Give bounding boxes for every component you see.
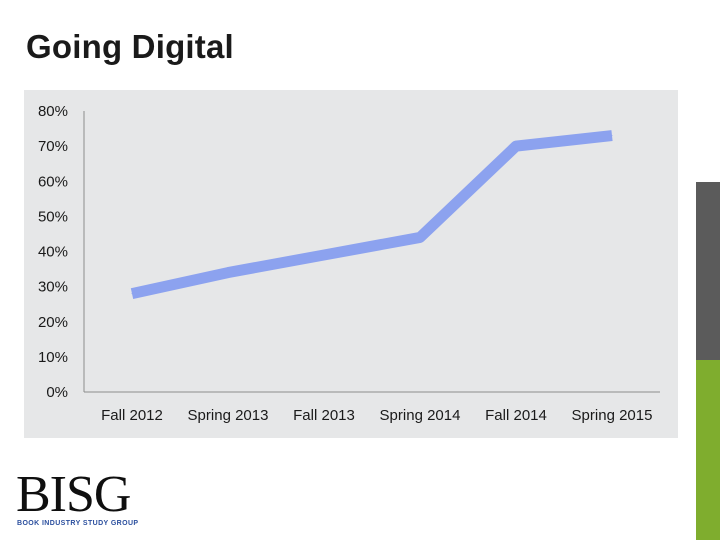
y-tick-label: 60% — [38, 173, 68, 190]
x-axis-ticks: Fall 2012 Spring 2013 Fall 2013 Spring 2014… — [101, 407, 652, 424]
x-tick-label: Spring 2015 — [572, 407, 653, 424]
data-point — [131, 293, 133, 295]
x-tick-label: Fall 2014 — [485, 407, 547, 424]
line-chart: 0% 10% 20% 30% 40% 50% 60% 70% 80% Fall 2012 Spri… — [24, 90, 678, 438]
x-tick-label: Fall 2013 — [293, 407, 355, 424]
chart-svg: 0% 10% 20% 30% 40% 50% 60% 70% 80% Fall 2012 Spri… — [24, 90, 678, 438]
x-tick-label: Spring 2013 — [188, 407, 269, 424]
y-tick-label: 10% — [38, 349, 68, 366]
y-tick-label: 50% — [38, 208, 68, 225]
x-tick-label: Spring 2014 — [380, 407, 461, 424]
data-point — [515, 145, 517, 147]
y-tick-label: 40% — [38, 244, 68, 261]
y-tick-label: 20% — [38, 314, 68, 331]
side-bar-top — [696, 0, 720, 182]
data-point — [227, 272, 229, 274]
side-bar-bottom — [696, 360, 720, 540]
series-line — [130, 130, 613, 300]
y-tick-label: 70% — [38, 138, 68, 155]
slide-title: Going Digital — [26, 28, 234, 65]
side-bar-middle — [696, 182, 720, 360]
data-point — [323, 254, 325, 256]
y-tick-label: 0% — [46, 384, 68, 401]
y-tick-label: 30% — [38, 279, 68, 296]
y-tick-label: 80% — [38, 103, 68, 120]
logo-wordmark: BISG — [16, 466, 131, 523]
data-point — [419, 236, 421, 238]
series-group — [130, 130, 613, 300]
x-tick-label: Fall 2012 — [101, 407, 163, 424]
plot-background — [24, 90, 678, 438]
y-axis-ticks: 0% 10% 20% 30% 40% 50% 60% 70% 80% — [38, 103, 68, 401]
bisg-logo: BISG BOOK INDUSTRY STUDY GROUP — [16, 466, 156, 532]
data-point — [611, 135, 613, 137]
logo-tagline: BOOK INDUSTRY STUDY GROUP — [17, 520, 139, 527]
